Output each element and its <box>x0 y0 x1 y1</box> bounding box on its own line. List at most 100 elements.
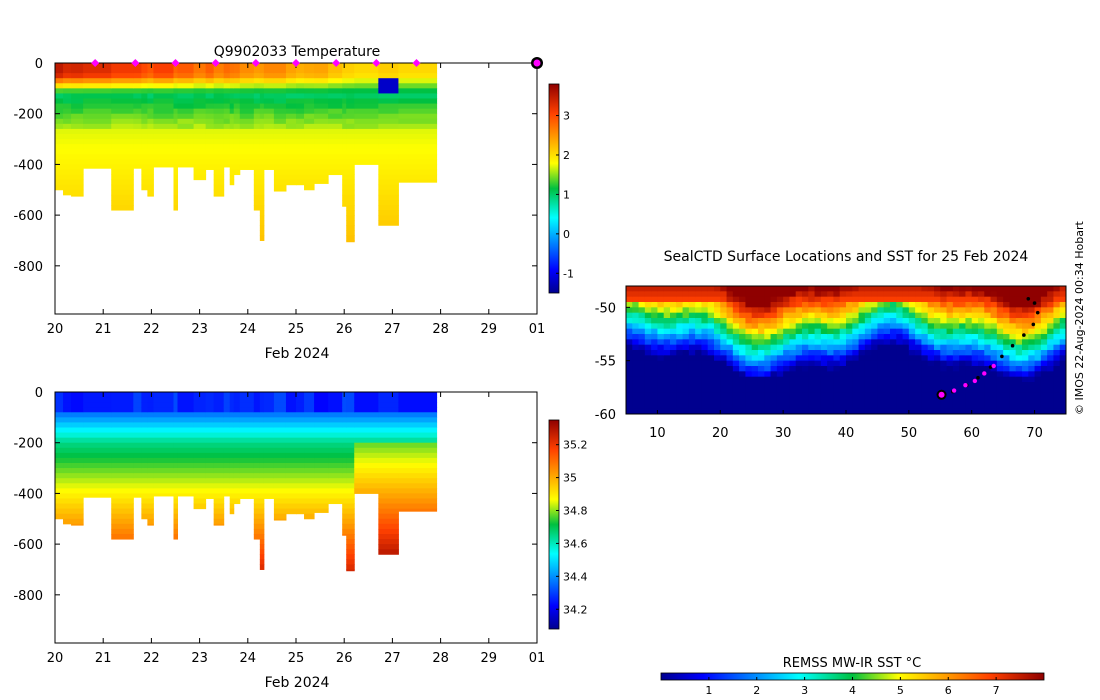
sst-cell <box>877 318 885 324</box>
section-cell <box>346 189 355 196</box>
section-cell <box>229 407 235 413</box>
sst-cell <box>808 318 816 324</box>
section-cell <box>177 392 195 398</box>
section-cell <box>213 447 225 454</box>
sst-cell <box>770 312 778 319</box>
sst-cell <box>940 296 948 303</box>
sst-cell <box>720 360 728 367</box>
section-cell <box>398 473 438 479</box>
sst-cell <box>764 360 772 367</box>
sst-cell <box>676 366 684 372</box>
sst-cell <box>688 328 696 335</box>
section-cell <box>133 144 142 150</box>
sst-cell <box>965 286 973 292</box>
section-cell <box>346 427 355 434</box>
sst-cell <box>802 371 809 378</box>
section-cell <box>239 402 255 408</box>
sst-cell <box>688 387 696 394</box>
section-cell <box>273 457 287 464</box>
sst-cell <box>682 350 690 356</box>
sst-cell <box>695 323 703 330</box>
sst-cell <box>908 387 916 394</box>
section-cell <box>354 103 379 110</box>
sst-cell <box>789 392 797 399</box>
sst-cell <box>827 323 835 330</box>
section-cell <box>83 123 112 130</box>
section-cell <box>55 78 64 84</box>
sst-cell <box>959 366 967 372</box>
x-tick-label: 28 <box>432 651 449 666</box>
sst-cell <box>802 328 809 335</box>
sst-cell <box>770 344 778 351</box>
sst-cell <box>1028 328 1036 335</box>
y-tick-label: -400 <box>13 487 43 502</box>
sst-cell <box>764 328 772 335</box>
sst-cell <box>626 366 633 372</box>
section-cell <box>133 417 142 423</box>
section-cell <box>239 427 255 434</box>
section-cell <box>285 447 297 454</box>
sst-cell <box>732 339 740 346</box>
sst-cell <box>764 312 772 319</box>
sst-cell <box>990 371 998 378</box>
section-cell <box>147 179 154 186</box>
section-cell <box>253 164 261 170</box>
section-cell <box>111 397 134 403</box>
sst-cell <box>833 307 841 314</box>
section-cell <box>259 108 265 115</box>
sst-cell <box>670 318 677 324</box>
section-cell <box>398 154 438 160</box>
section-cell <box>354 73 379 79</box>
sst-cell <box>952 403 960 410</box>
section-cell <box>133 133 142 140</box>
sst-cell <box>732 403 740 410</box>
section-cell <box>213 144 225 150</box>
section-cell <box>63 144 72 150</box>
sst-cell <box>644 403 652 410</box>
section-cell <box>398 422 438 428</box>
section-cell <box>239 118 255 125</box>
section-cell <box>111 503 134 510</box>
section-cell <box>253 128 261 135</box>
sst-cell <box>864 318 872 324</box>
sst-cell <box>934 296 941 303</box>
section-cell <box>153 88 174 94</box>
section-cell <box>253 144 261 150</box>
section-cell <box>71 73 84 79</box>
sst-cell <box>626 307 633 314</box>
section-cell <box>398 478 438 484</box>
sst-cell <box>783 360 791 367</box>
section-cell <box>398 88 438 94</box>
section-cell <box>153 407 174 413</box>
sst-cell <box>952 339 960 346</box>
section-cell <box>147 108 154 115</box>
sst-cell <box>820 366 828 372</box>
section-cell <box>173 133 179 140</box>
sst-cell <box>720 312 728 319</box>
sst-cell <box>802 291 809 298</box>
sst-cell <box>795 360 803 367</box>
sst-cell <box>846 387 853 394</box>
sst-cell <box>1009 392 1017 399</box>
section-cell <box>342 169 347 176</box>
section-cell <box>193 108 207 115</box>
sst-cell <box>751 403 759 410</box>
sst-cell <box>714 387 721 394</box>
sst-cell <box>1028 291 1036 298</box>
section-cell <box>63 98 72 105</box>
sst-cell <box>896 360 904 367</box>
sst-cell <box>626 334 633 340</box>
sst-cell <box>1022 387 1029 394</box>
section-cell <box>253 103 261 110</box>
sst-cell <box>1047 302 1055 308</box>
section-cell <box>354 154 379 160</box>
section-cell <box>83 468 112 474</box>
sst-cell <box>688 344 696 351</box>
sst-cell <box>1022 366 1029 372</box>
section-cell <box>55 468 64 474</box>
sst-cell <box>846 371 853 378</box>
sst-cell <box>846 334 853 340</box>
sst-cell <box>808 408 816 414</box>
sst-cell <box>1053 398 1061 404</box>
sst-cell <box>946 382 954 388</box>
